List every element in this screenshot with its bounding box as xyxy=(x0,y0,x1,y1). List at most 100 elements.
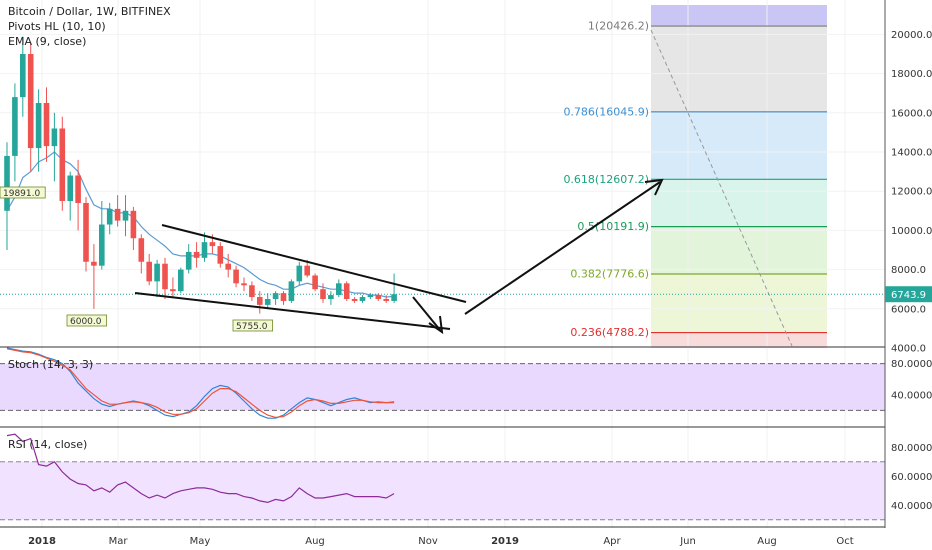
candle-down xyxy=(343,283,350,299)
last-price-label: 6743.9 xyxy=(891,290,926,301)
candle-up xyxy=(20,54,26,98)
down-arrow-shaft xyxy=(412,296,441,331)
pivot-label-box xyxy=(232,319,273,332)
candle-down xyxy=(209,242,216,247)
candle-down xyxy=(146,261,152,282)
candle-up xyxy=(185,251,192,270)
y-tick-label: 14000.0 xyxy=(891,148,932,159)
y-tick-label: 10000.0 xyxy=(891,226,932,237)
candle-down xyxy=(225,263,231,270)
candle-up xyxy=(154,263,160,282)
candle-up xyxy=(99,224,105,266)
y-tick-label: 8000.0 xyxy=(891,265,926,276)
pivot-label: 6000.0 xyxy=(70,317,102,327)
candle-down xyxy=(91,261,97,266)
x-tick-label: Mar xyxy=(109,536,129,547)
candle-down xyxy=(138,238,145,262)
rsi-band xyxy=(0,461,885,520)
candle-down xyxy=(217,246,224,264)
stoch-pane-title[interactable]: Stoch (14, 3, 3) xyxy=(8,358,94,371)
candle-up xyxy=(367,295,374,298)
candle-down xyxy=(43,103,50,147)
candle-up xyxy=(328,295,334,299)
x-tick-label: Jun xyxy=(679,536,696,547)
candle-down xyxy=(59,128,66,201)
y-tick-label: 12000.0 xyxy=(891,187,932,198)
candle-down xyxy=(193,251,200,258)
down-arrow-head xyxy=(428,315,444,335)
pivot-label-box xyxy=(66,314,107,327)
stoch-band xyxy=(0,363,885,411)
fib-zone xyxy=(651,111,827,180)
last-price-tag xyxy=(885,286,932,303)
candle-down xyxy=(27,54,34,149)
fib-zone xyxy=(651,5,827,27)
y-tick-label: 16000.0 xyxy=(891,108,932,119)
candle-up xyxy=(201,242,208,258)
candle-up xyxy=(51,128,58,147)
symbol-title[interactable]: Bitcoin / Dollar, 1W, BITFINEX xyxy=(8,5,171,18)
stoch-d-line xyxy=(6,348,395,419)
y-tick-label: 4000.0 xyxy=(891,344,926,355)
upper-trendline xyxy=(161,224,467,303)
ema-line xyxy=(6,151,395,298)
y-tick-label: 20000.0 xyxy=(891,30,932,41)
stoch-tick-label: 40.0000 xyxy=(891,390,932,401)
candle-up xyxy=(272,293,279,299)
candle-up xyxy=(296,265,303,282)
candle-down xyxy=(75,175,81,203)
fib-zone xyxy=(651,332,827,348)
candle-down xyxy=(83,202,89,262)
candle-down xyxy=(241,283,247,286)
fib-level-label: 0.618(12607.2) xyxy=(563,173,649,186)
fib-zone xyxy=(651,273,827,333)
stoch-k-line xyxy=(6,347,395,419)
rsi-line xyxy=(6,433,395,504)
candle-up xyxy=(288,281,295,301)
candle-up xyxy=(67,175,73,201)
x-tick-label: Oct xyxy=(836,536,853,547)
candle-up xyxy=(4,155,10,211)
fib-level-label: 1(20426.2) xyxy=(588,20,649,33)
candle-down xyxy=(304,265,310,276)
candle-up xyxy=(391,294,397,301)
up-arrow-shaft xyxy=(464,181,661,315)
candle-down xyxy=(320,289,326,299)
candle-down xyxy=(114,208,121,221)
candle-up xyxy=(122,210,129,221)
y-tick-label: 18000.0 xyxy=(891,69,932,80)
stoch-tick-label: 80.0000 xyxy=(891,359,932,370)
fib-level-label: 0.786(16045.9) xyxy=(563,105,649,118)
rsi-tick-label: 40.0000 xyxy=(891,501,932,512)
candle-down xyxy=(162,263,168,290)
candle-up xyxy=(35,103,42,149)
indicator-pivots-label[interactable]: Pivots HL (10, 10) xyxy=(8,20,106,33)
x-tick-label: 2019 xyxy=(491,536,519,547)
time-axis-bg xyxy=(0,528,932,550)
price-axis-bg xyxy=(885,0,932,550)
candle-down xyxy=(257,297,263,305)
rsi-pane-title[interactable]: RSI (14, close) xyxy=(8,438,88,451)
y-tick-label: 6000.0 xyxy=(891,304,926,315)
pivot-label-box xyxy=(0,186,46,199)
candle-down xyxy=(170,289,176,292)
candle-down xyxy=(280,293,287,301)
candle-up xyxy=(12,97,18,156)
rsi-tick-label: 80.0000 xyxy=(891,443,932,454)
fib-zone xyxy=(651,179,827,227)
fib-zone xyxy=(651,226,827,274)
candle-up xyxy=(336,283,342,296)
x-tick-label: 2018 xyxy=(28,536,56,547)
candle-down xyxy=(312,275,318,290)
candle-down xyxy=(130,210,137,239)
fib-level-label: 0.236(4788.2) xyxy=(570,326,649,339)
fib-zone xyxy=(651,26,827,112)
fib-level-label: 0.382(7776.6) xyxy=(570,267,649,280)
candle-up xyxy=(178,269,184,292)
x-tick-label: Aug xyxy=(305,536,325,547)
fib-trend-dashed-line xyxy=(650,29,793,347)
x-tick-label: May xyxy=(190,536,211,547)
indicator-ema-label[interactable]: EMA (9, close) xyxy=(8,35,87,48)
